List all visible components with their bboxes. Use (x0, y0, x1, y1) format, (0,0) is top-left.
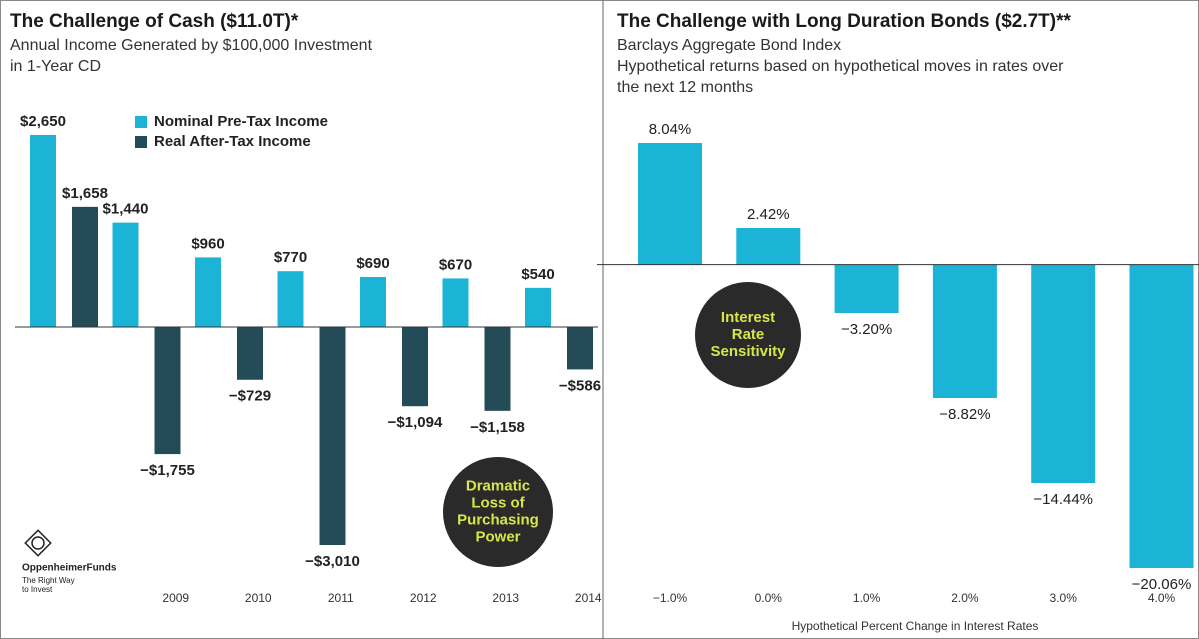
chart-subtitle: Annual Income Generated by $100,000 Inve… (10, 37, 373, 54)
annotation-text: Interest (721, 309, 775, 326)
chart-subtitle: Barclays Aggregate Bond Index (617, 37, 841, 54)
bar (442, 278, 469, 327)
data-label: −14.44% (1033, 491, 1093, 508)
data-label: −3.20% (841, 321, 892, 338)
bar (195, 257, 221, 327)
x-tick-label: 3.0% (1050, 591, 1078, 605)
x-axis-label: Hypothetical Percent Change in Interest … (792, 619, 1039, 633)
chart-title: The Challenge with Long Duration Bonds (… (617, 11, 1072, 32)
bar (112, 222, 139, 327)
chart-title: The Challenge of Cash ($11.0T)* (10, 11, 299, 32)
data-label: −20.06% (1132, 576, 1192, 593)
annotation-text: Dramatic (466, 477, 530, 494)
bar (72, 206, 98, 327)
legend-label: Real After-Tax Income (154, 133, 311, 150)
data-label: −$586 (559, 377, 601, 394)
x-tick-label: 2012 (410, 591, 437, 605)
legend-swatch (135, 116, 147, 128)
x-tick-label: 1.0% (853, 591, 881, 605)
logo-name: OppenheimerFunds (22, 563, 117, 574)
x-tick-label: 2009 (162, 591, 189, 605)
annotation-text: Rate (732, 326, 765, 343)
legend-swatch (135, 136, 147, 148)
bar (319, 326, 346, 545)
annotation-circle (443, 457, 553, 567)
chart-subtitle: in 1-Year CD (10, 58, 101, 75)
data-label: −$1,755 (140, 462, 195, 479)
logo-tagline: The Right Way (22, 576, 75, 585)
data-label: −$3,010 (305, 553, 360, 570)
data-label: −$1,094 (388, 414, 443, 431)
bar (402, 326, 428, 407)
x-tick-label: 4.0% (1148, 591, 1176, 605)
data-label: −$729 (229, 388, 271, 405)
bar (932, 264, 997, 398)
bar (277, 271, 304, 327)
chart-subtitle: the next 12 months (617, 79, 753, 96)
bar (154, 326, 181, 455)
annotation-text: Sensitivity (710, 343, 786, 360)
bar (1031, 264, 1096, 483)
x-tick-label: 2010 (245, 591, 272, 605)
bar (567, 326, 593, 370)
bar (525, 287, 551, 327)
bar (360, 276, 386, 327)
annotation-text: Loss of (471, 494, 525, 511)
logo-tagline: to Invest (22, 585, 53, 594)
bar (30, 135, 56, 327)
x-tick-label: −1.0% (653, 591, 688, 605)
data-label: $1,658 (62, 185, 108, 202)
data-label: 8.04% (649, 121, 692, 138)
bar (237, 326, 263, 380)
data-label: $960 (191, 235, 224, 252)
legend-label: Nominal Pre-Tax Income (154, 113, 328, 130)
data-label: $770 (274, 249, 307, 266)
bar (736, 228, 801, 265)
data-label: 2.42% (747, 206, 790, 223)
data-label: $690 (356, 255, 389, 272)
bar (1129, 264, 1194, 568)
annotation-text: Power (475, 528, 520, 545)
data-label: −$1,158 (470, 419, 525, 436)
logo: OppenheimerFunds The Right Way to Invest (22, 529, 117, 594)
annotation-text: Purchasing (457, 511, 539, 528)
data-label: $670 (439, 256, 472, 273)
x-tick-label: 2014 (575, 591, 602, 605)
data-label: $2,650 (20, 113, 66, 130)
x-tick-label: 2.0% (951, 591, 979, 605)
x-tick-label: 2013 (492, 591, 519, 605)
data-label: $1,440 (103, 201, 149, 218)
bar (834, 264, 899, 313)
x-tick-label: 2011 (328, 591, 354, 605)
annotation-circle (695, 282, 801, 388)
bar (484, 326, 511, 411)
logo-mark (24, 529, 52, 557)
bar (638, 143, 702, 265)
data-label: −8.82% (939, 406, 990, 423)
x-tick-label: 0.0% (755, 591, 783, 605)
data-label: $540 (521, 266, 554, 283)
chart-subtitle: Hypothetical returns based on hypothetic… (617, 58, 1064, 75)
